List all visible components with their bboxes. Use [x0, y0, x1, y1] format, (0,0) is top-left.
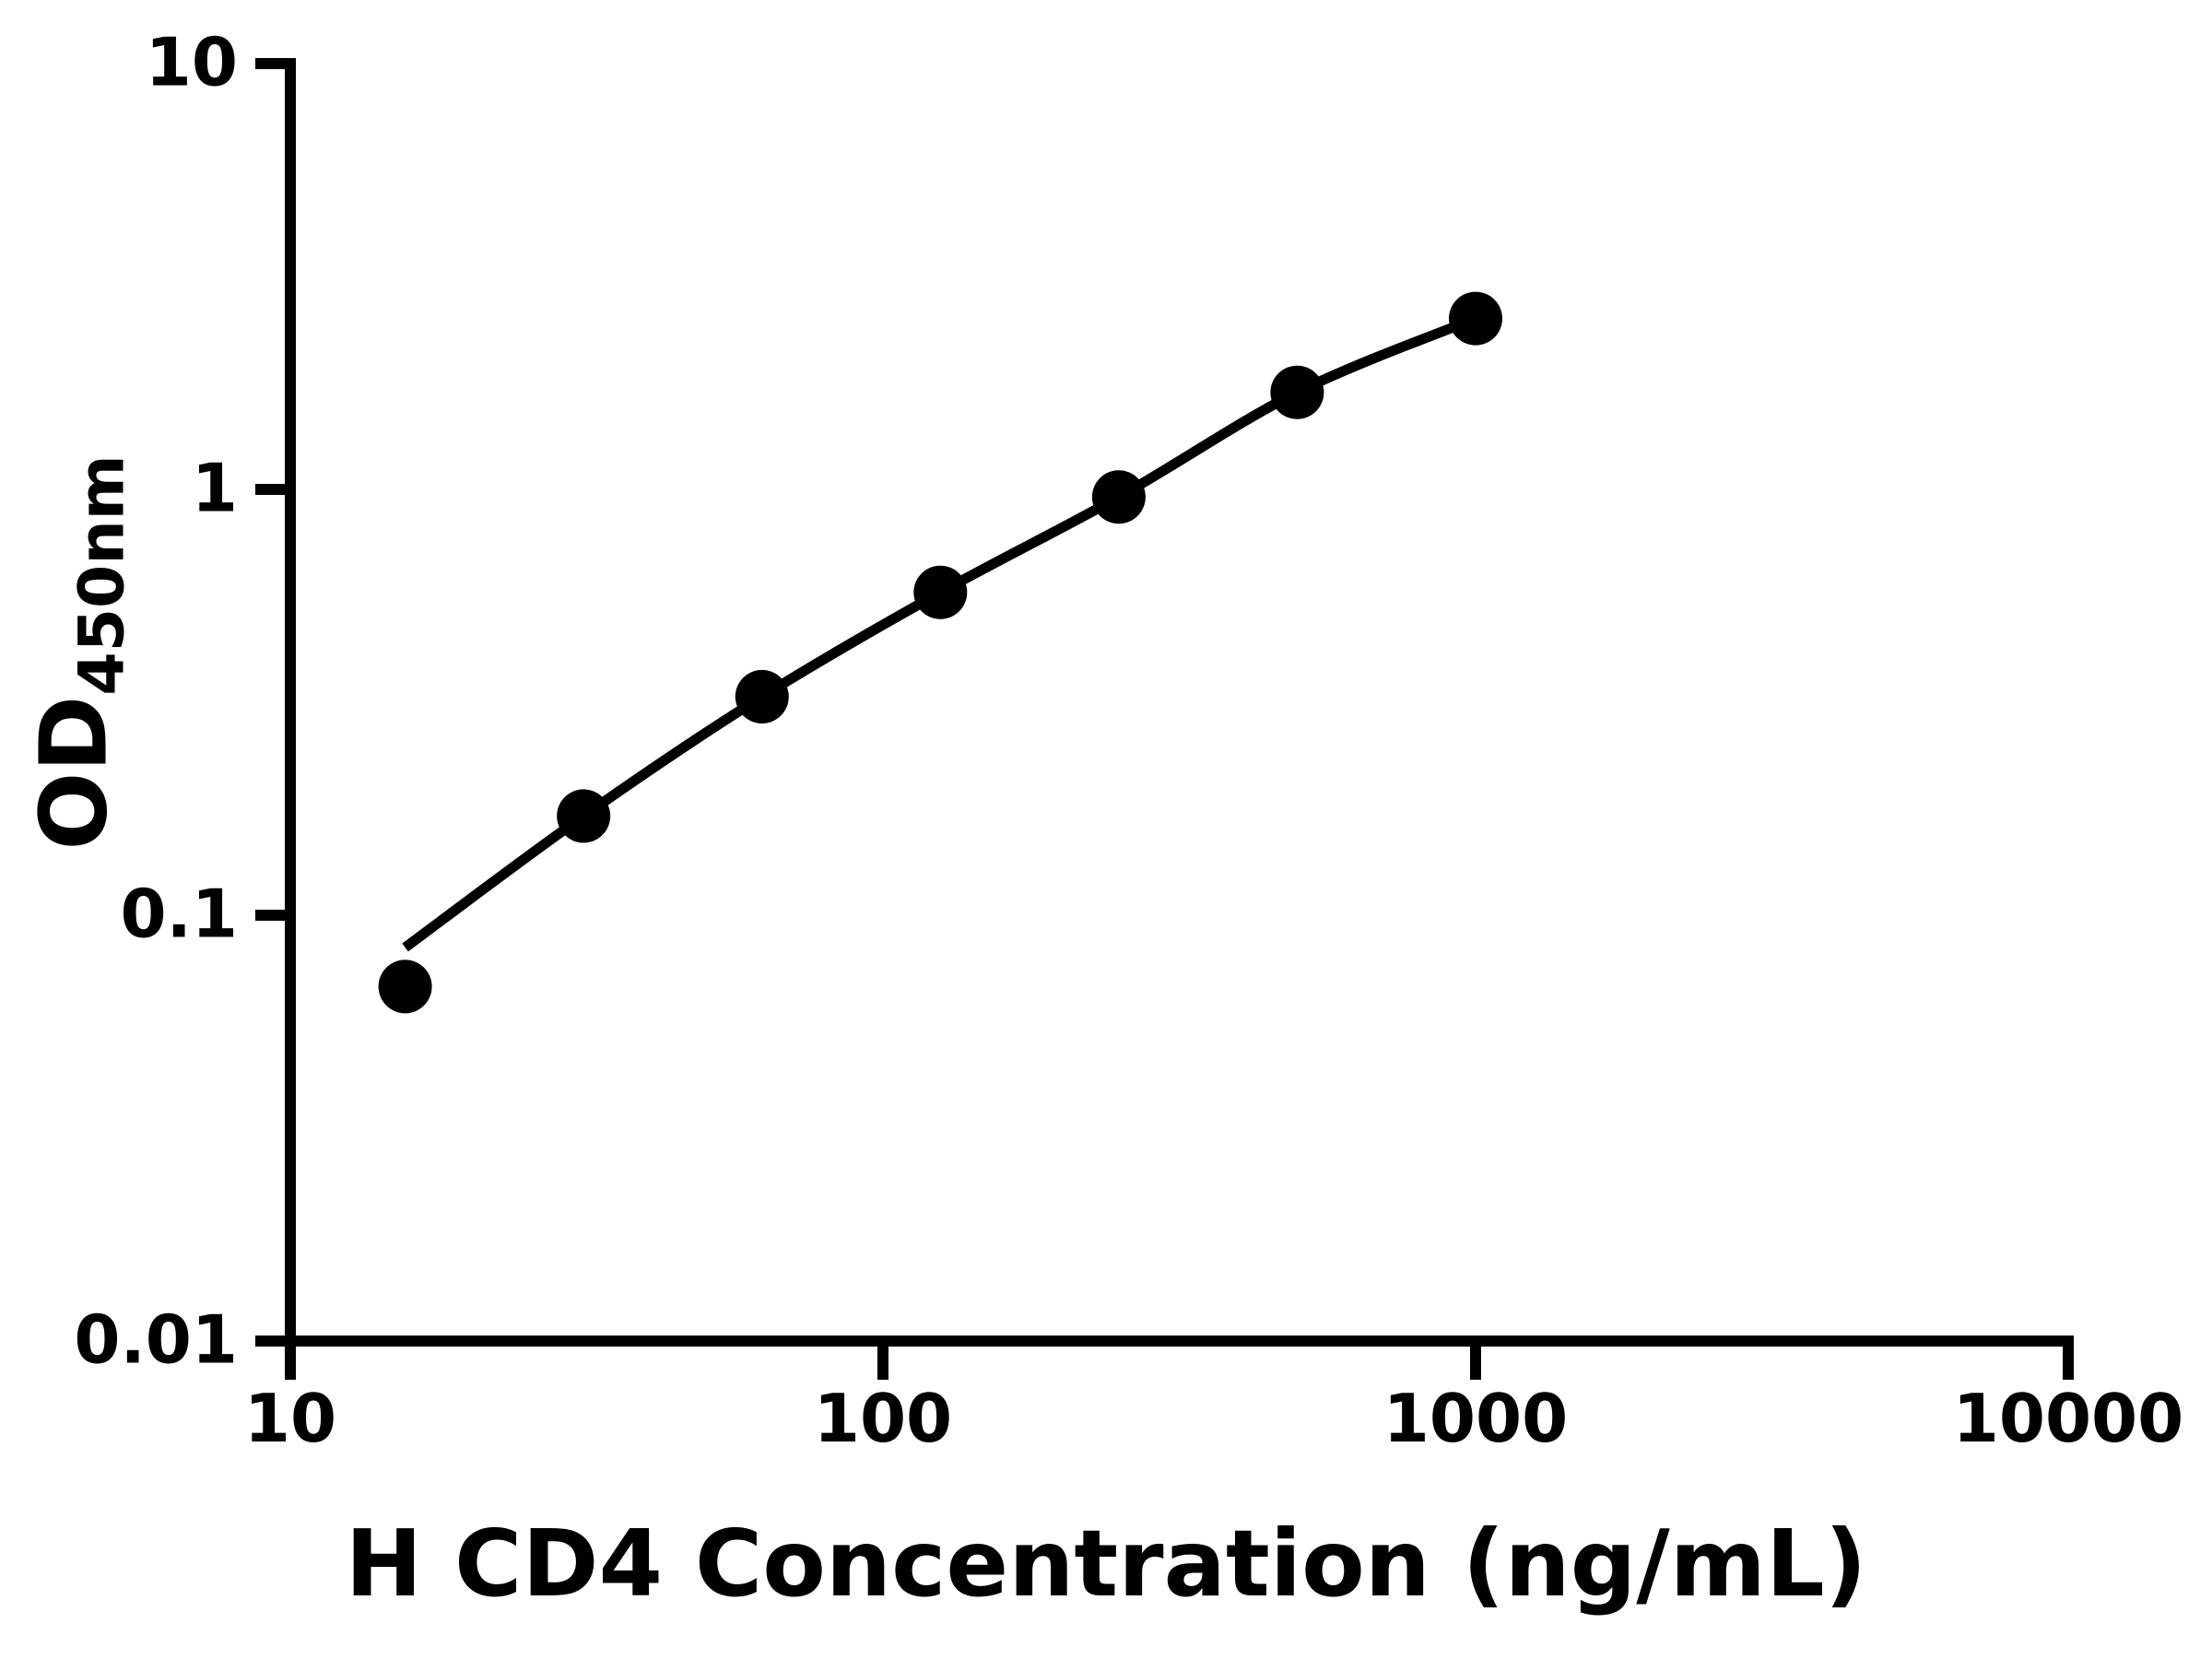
data-point-marker [1449, 291, 1502, 346]
x-tick-label: 100 [813, 1380, 953, 1457]
y-tick-label: 0.1 [120, 875, 238, 953]
x-axis-title: H CD4 Concentration (ng/mL) [345, 1510, 1867, 1618]
fit-curve [402, 313, 1478, 952]
x-tick-label: 10000 [1952, 1380, 2184, 1457]
y-tick-label: 1 [191, 449, 238, 527]
y-tick-label: 0.01 [74, 1300, 238, 1379]
x-tick-label: 10 [243, 1380, 337, 1457]
data-point-marker [913, 565, 968, 619]
y-axis-title: OD450nm [19, 454, 138, 850]
x-tick-label: 1000 [1382, 1380, 1569, 1457]
data-point-marker [557, 789, 611, 843]
y-axis-title-main: OD [19, 695, 128, 851]
data-point-marker [1270, 365, 1324, 419]
y-axis-title-subscript: 450nm [65, 454, 139, 696]
data-point-marker [1091, 470, 1146, 524]
data-point-marker [378, 959, 432, 1014]
data-point-marker [735, 669, 789, 724]
y-tick-label: 10 [145, 23, 238, 101]
